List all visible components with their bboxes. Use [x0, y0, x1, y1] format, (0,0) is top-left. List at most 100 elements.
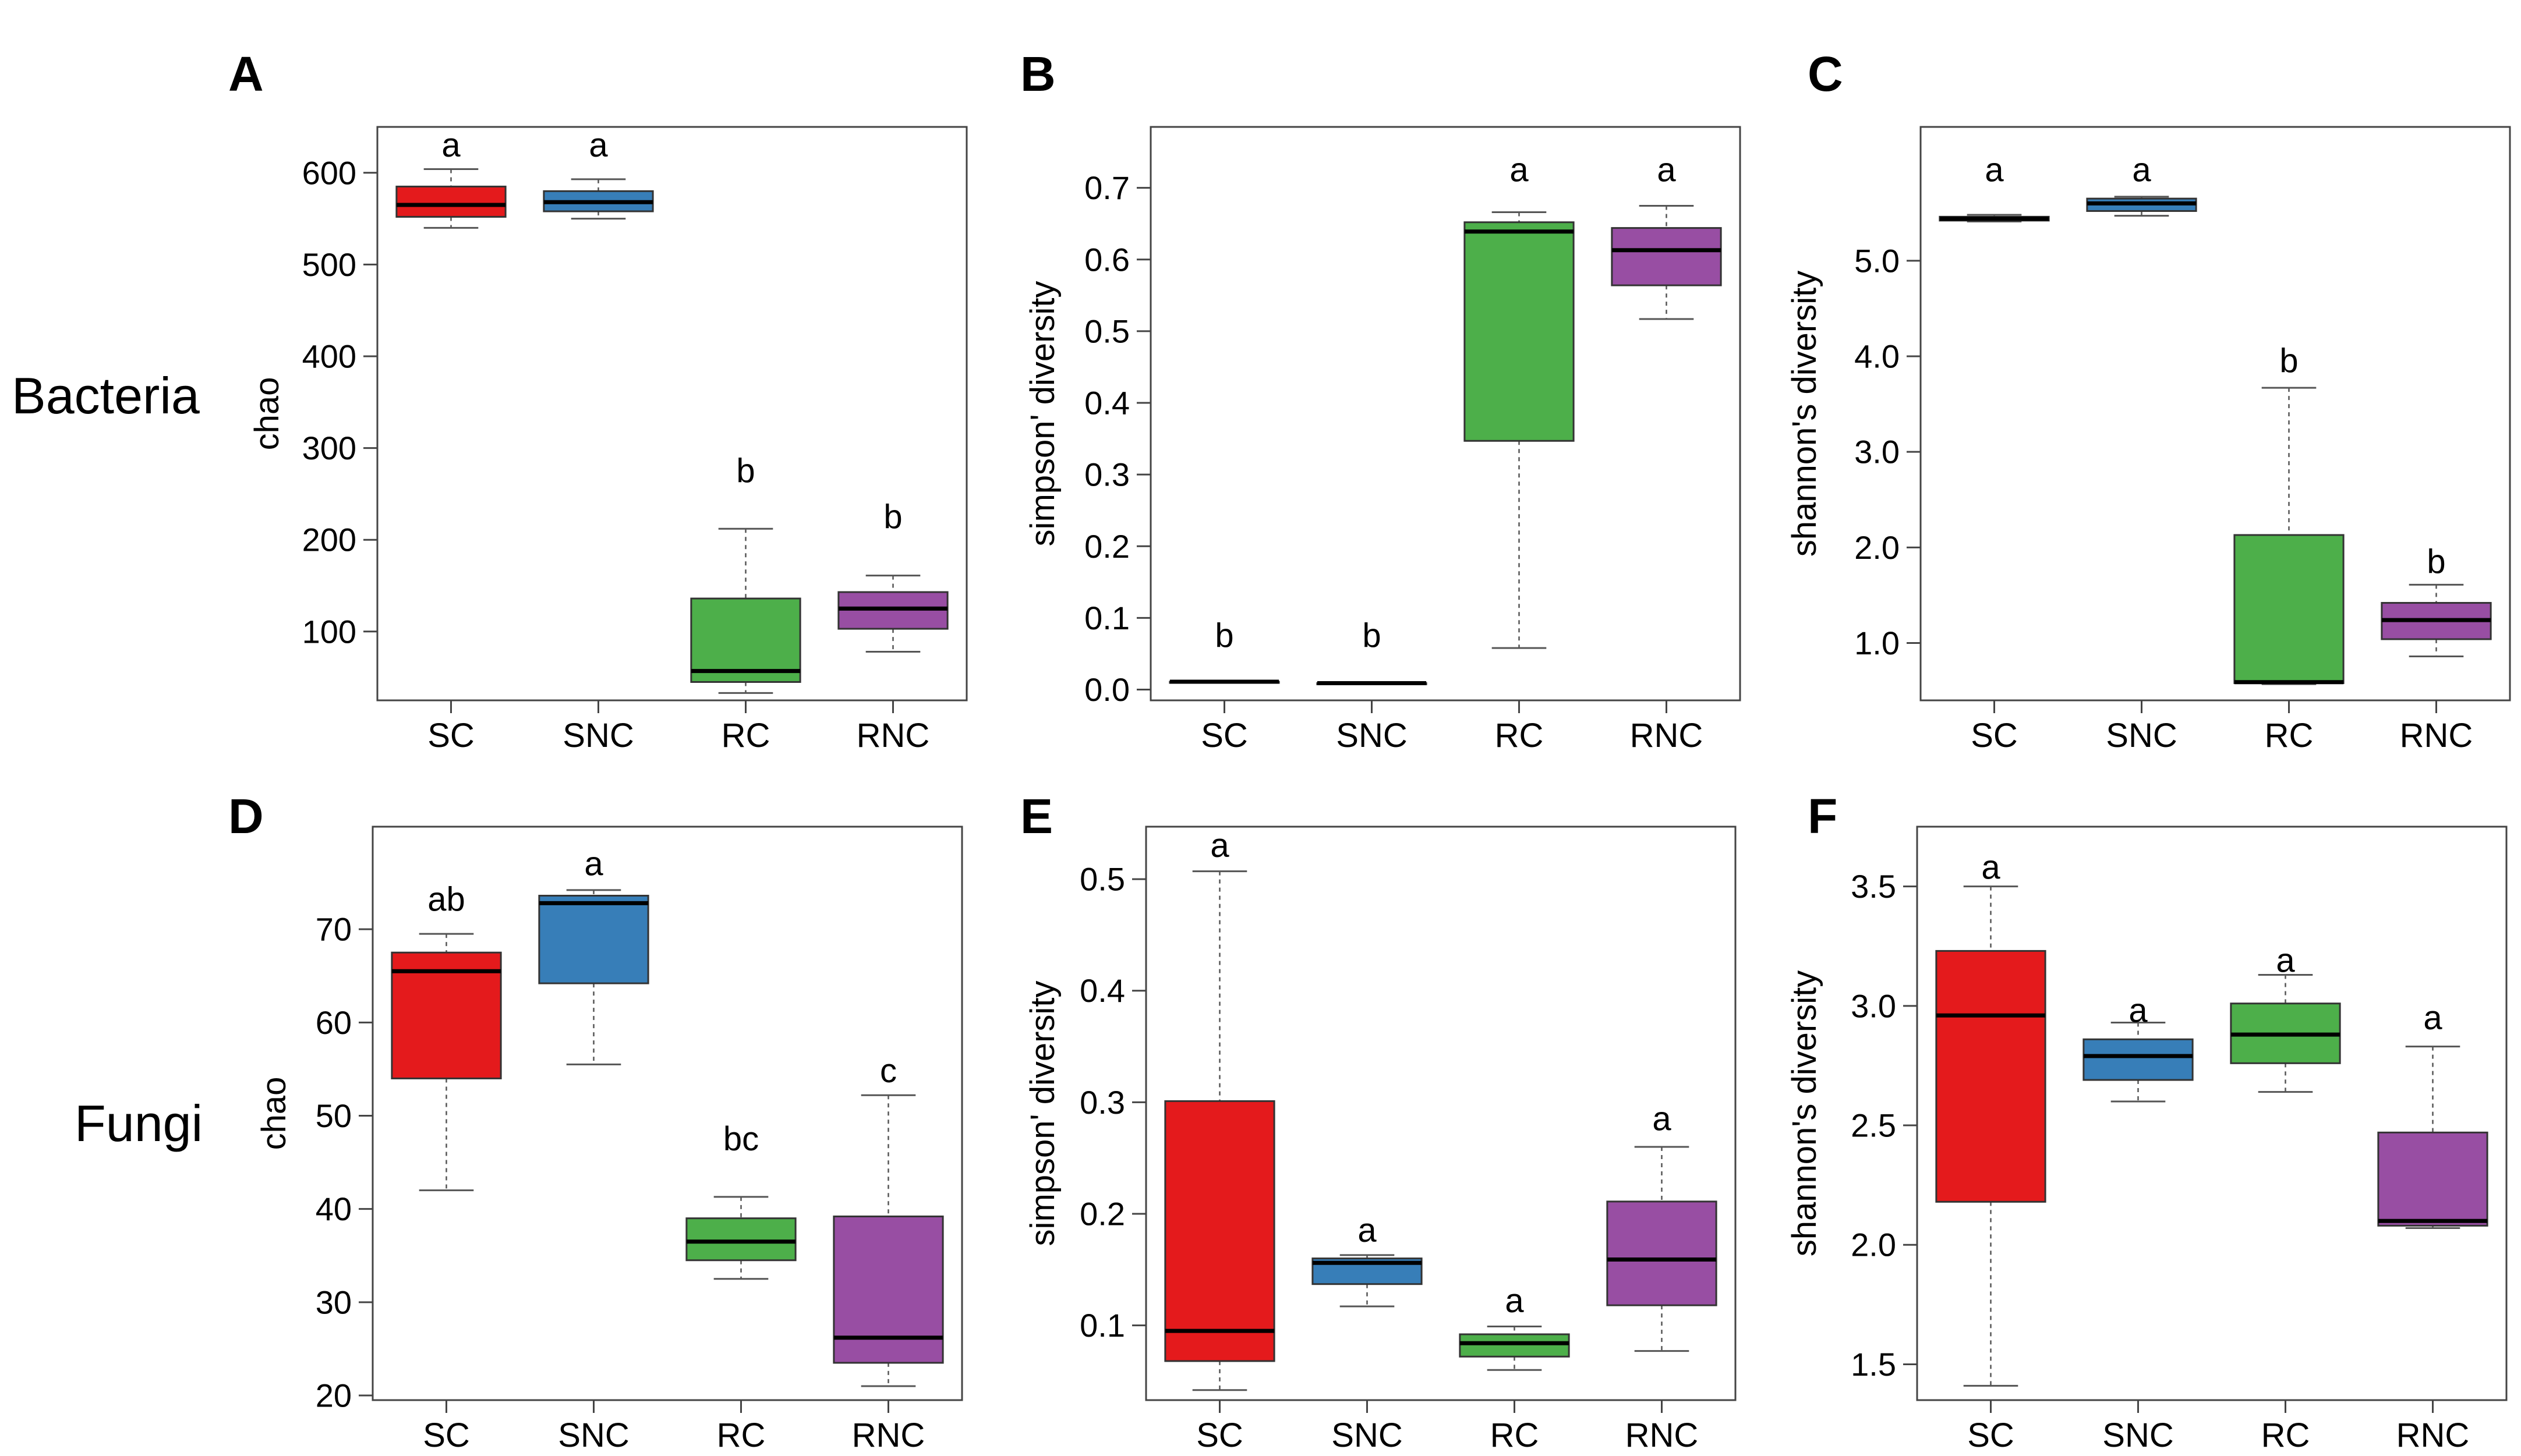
- y-tick-label: 0.4: [1080, 972, 1125, 1009]
- box-rc: a: [2230, 941, 2341, 1093]
- box-body: [833, 1215, 944, 1364]
- y-axis-label: shannon's diversity: [1785, 970, 1823, 1256]
- y-tick-label: 0.2: [1080, 1195, 1125, 1232]
- y-tick-label: 70: [316, 911, 352, 948]
- significance-letter: b: [736, 452, 755, 490]
- x-tick-label: SNC: [2106, 717, 2177, 754]
- x-tick-label: SC: [1971, 717, 2018, 754]
- box-rc: b: [2233, 342, 2345, 685]
- box-body: [538, 895, 649, 984]
- box-body: [1463, 221, 1575, 442]
- panel-letter: F: [1808, 789, 1837, 844]
- box-sc: a: [1939, 151, 2050, 223]
- significance-letter: a: [1210, 827, 1229, 865]
- plot-frame: [1916, 826, 2508, 1401]
- box-snc: b: [1316, 617, 1427, 685]
- y-tick-label: 40: [316, 1191, 352, 1227]
- significance-letter: a: [584, 845, 603, 883]
- y-tick-label: 1.0: [1854, 625, 1900, 661]
- panel-e: E 0.1 0.2 0.3 0.4 0.5 simpson' diversity SC SNC R…: [1020, 789, 1737, 1454]
- y-tick-label: 300: [302, 430, 356, 466]
- significance-letter: a: [1652, 1100, 1671, 1138]
- y-tick-label: 60: [316, 1004, 352, 1041]
- box-body: [2377, 1131, 2488, 1227]
- y-tick-label: 0.5: [1080, 861, 1125, 898]
- x-tick-label: RNC: [2396, 1416, 2470, 1454]
- significance-letter: ab: [427, 880, 465, 918]
- x-tick-label: SC: [423, 1416, 470, 1454]
- y-tick-label: 3.5: [1851, 868, 1896, 905]
- box-snc: a: [1311, 1211, 1423, 1308]
- box-snc: a: [2086, 151, 2197, 217]
- row-label-bacteria: Bacteria: [12, 367, 200, 424]
- panel-letter: A: [228, 47, 264, 101]
- panel-c: C 1.0 2.0 3.0 4.0 5.0 shannon's diversity SC SNC…: [1785, 47, 2511, 754]
- significance-letter: a: [1657, 151, 1676, 189]
- box-body: [1606, 1200, 1717, 1306]
- y-tick-label: 30: [316, 1284, 352, 1320]
- x-tick-label: RNC: [1625, 1416, 1699, 1454]
- panel-d: D 20 30 40 50 60 70 chao SC SNC RC RNC ab a bc c: [228, 789, 963, 1454]
- significance-letter: b: [2279, 342, 2298, 380]
- significance-letter: b: [883, 498, 902, 536]
- panel-letter: B: [1020, 47, 1056, 101]
- box-body: [391, 951, 502, 1079]
- y-tick-label: 2.5: [1851, 1107, 1896, 1144]
- y-tick-label: 3.0: [1854, 434, 1900, 470]
- y-tick-label: 0.0: [1084, 671, 1130, 708]
- y-tick-label: 0.7: [1084, 169, 1130, 206]
- y-tick-label: 0.1: [1084, 600, 1130, 636]
- y-axis-label: simpson' diversity: [1024, 281, 1062, 547]
- x-tick-label: SNC: [2102, 1416, 2173, 1454]
- y-tick-label: 5.0: [1854, 242, 1900, 279]
- x-tick-label: RNC: [852, 1416, 925, 1454]
- panel-f: F 1.5 2.0 2.5 3.0 3.5 shannon's diversity SC SNC…: [1785, 789, 2508, 1454]
- y-tick-label: 400: [302, 338, 356, 375]
- y-axis-label: chao: [255, 1077, 293, 1150]
- x-tick-label: SNC: [563, 717, 634, 754]
- significance-letter: a: [2128, 992, 2148, 1030]
- plot-frame: [376, 126, 968, 702]
- box-snc: a: [538, 845, 649, 1065]
- plot-frame: [1919, 126, 2511, 702]
- significance-letter: a: [2276, 941, 2295, 979]
- box-rnc: a: [1611, 151, 1722, 320]
- y-tick-label: 0.6: [1084, 241, 1130, 278]
- box-sc: a: [1164, 827, 1275, 1391]
- x-tick-label: SNC: [558, 1416, 629, 1454]
- significance-letter: b: [1362, 617, 1381, 655]
- y-tick-label: 0.3: [1080, 1084, 1125, 1121]
- x-tick-label: SNC: [1336, 717, 1407, 754]
- significance-letter: a: [589, 126, 608, 164]
- x-tick-label: RC: [722, 717, 770, 754]
- panel-a: A 100 200 300 400 500 600 chao SC SNC RC RNC a a b b: [228, 47, 968, 754]
- box-body: [1459, 1333, 1570, 1358]
- box-rc: b: [690, 452, 801, 694]
- x-tick-label: SNC: [1331, 1416, 1402, 1454]
- y-tick-label: 0.1: [1080, 1307, 1125, 1344]
- x-tick-label: RNC: [2400, 717, 2473, 754]
- box-sc: b: [1169, 617, 1280, 684]
- significance-letter: a: [441, 126, 461, 164]
- box-rnc: b: [837, 498, 949, 653]
- y-tick-label: 0.3: [1084, 456, 1130, 493]
- x-tick-label: RC: [1495, 717, 1544, 754]
- box-rnc: c: [833, 1052, 944, 1387]
- y-tick-label: 500: [302, 246, 356, 283]
- box-sc: a: [395, 126, 507, 229]
- y-tick-label: 200: [302, 522, 356, 558]
- y-tick-label: 0.5: [1084, 313, 1130, 349]
- y-tick-label: 2.0: [1854, 529, 1900, 566]
- x-tick-label: SC: [1967, 1416, 2014, 1454]
- y-tick-label: 4.0: [1854, 338, 1900, 375]
- significance-letter: a: [1981, 848, 2000, 886]
- box-body: [1935, 950, 2046, 1203]
- panel-letter: D: [228, 789, 264, 844]
- y-axis-label: simpson' diversity: [1024, 981, 1062, 1246]
- y-axis-label: chao: [248, 377, 286, 451]
- box-sc: ab: [391, 880, 502, 1192]
- significance-letter: a: [1509, 151, 1529, 189]
- y-axis-label: shannon's diversity: [1785, 271, 1823, 557]
